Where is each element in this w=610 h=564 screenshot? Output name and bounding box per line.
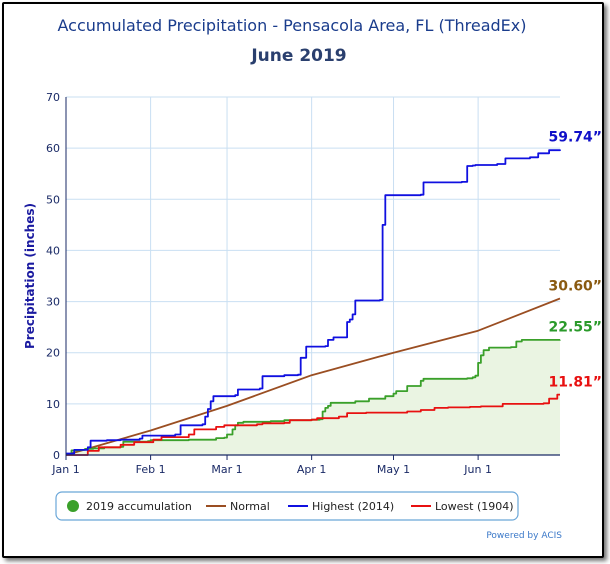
- y-tick-label: 70: [46, 91, 60, 104]
- series-line-highest-2014[interactable]: [66, 149, 561, 455]
- x-tick-label: Jun 1: [463, 463, 492, 476]
- legend-box: [55, 491, 519, 521]
- x-tick-label: Mar 1: [211, 463, 242, 476]
- area-fill: [66, 339, 560, 455]
- y-tick-label: 20: [46, 347, 60, 360]
- legend-label[interactable]: Normal: [230, 500, 270, 513]
- y-axis-label: Precipitation (inches): [23, 203, 37, 349]
- legend-marker-2019[interactable]: [67, 500, 79, 512]
- end-label-2019-accumulation: 22.55”: [549, 320, 602, 336]
- legend-label[interactable]: Highest (2014): [312, 500, 394, 513]
- end-labels: 22.55” 30.60” 59.74” 11.81”: [549, 129, 602, 390]
- series-line-lowest-1904[interactable]: [66, 393, 560, 456]
- x-tick-label: Feb 1: [136, 463, 166, 476]
- axes: 0 10 20 30 40 50 60 70 Jan 1 Feb 1 Mar 1 Apr 1 May 1…: [46, 91, 560, 476]
- end-label-lowest-1904: 11.81”: [549, 375, 602, 391]
- legend-label[interactable]: 2019 accumulation: [86, 500, 192, 513]
- y-tick-label: 0: [53, 449, 60, 462]
- legend-label[interactable]: Lowest (1904): [435, 500, 514, 513]
- y-tick-label: 30: [46, 296, 60, 309]
- x-tick-label: Apr 1: [297, 463, 327, 476]
- legend: 2019 accumulation Normal Highest (2014) Low…: [55, 491, 519, 521]
- series-line-normal[interactable]: [65, 297, 561, 456]
- end-label-normal: 30.60”: [549, 279, 602, 295]
- y-tick-label: 60: [46, 142, 60, 155]
- y-tick-label: 40: [46, 244, 60, 257]
- x-tick-label: May 1: [377, 463, 410, 476]
- chart-subtitle: June 2019: [250, 46, 346, 66]
- series-lines: [65, 149, 561, 456]
- y-tick-label: 10: [46, 398, 60, 411]
- series-fill-2019-accumulation: [66, 339, 560, 455]
- end-label-highest-2014: 59.74”: [549, 129, 602, 145]
- x-tick-label: Jan 1: [51, 463, 79, 476]
- chart-title: Accumulated Precipitation - Pensacola Ar…: [57, 16, 526, 35]
- credit-text[interactable]: Powered by ACIS: [486, 531, 562, 541]
- y-tick-label: 50: [46, 193, 60, 206]
- grid: [65, 96, 560, 456]
